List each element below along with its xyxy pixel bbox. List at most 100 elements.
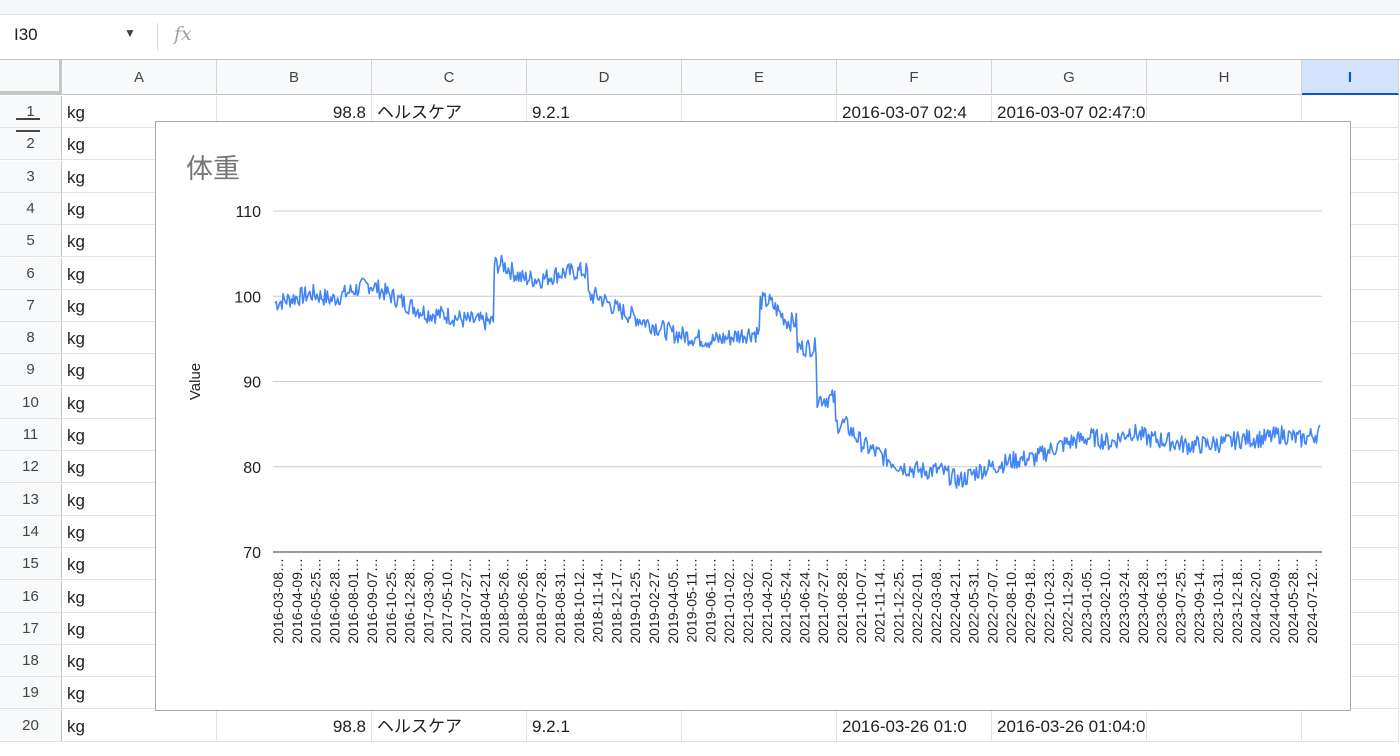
x-tick-label: 2022-04-21…: [947, 558, 963, 644]
x-tick-label: 2022-11-29…: [1060, 558, 1076, 643]
row-header[interactable]: 13: [0, 483, 62, 516]
x-tick-label: 2019-04-05…: [665, 558, 681, 644]
freeze-handle-icon[interactable]: [16, 130, 40, 132]
x-tick-label: 2017-05-10…: [439, 558, 455, 644]
x-tick-label: 2022-09-18…: [1022, 558, 1038, 644]
cell-h[interactable]: [1147, 709, 1302, 742]
cell-a[interactable]: kg: [62, 709, 217, 742]
x-tick-label: 2018-04-21…: [477, 558, 493, 644]
x-tick-label: 2016-04-09…: [289, 558, 305, 644]
y-axis-label: Value: [187, 363, 204, 400]
row-header[interactable]: 4: [0, 192, 62, 225]
cell-g[interactable]: 2016-03-26 01:04:00 +0900: [992, 709, 1147, 742]
cell-i[interactable]: [1302, 709, 1399, 742]
x-tick-label: 2021-12-25…: [890, 558, 906, 644]
x-tick-label: 2023-09-14…: [1191, 558, 1207, 644]
x-tick-label: 2016-12-28…: [402, 558, 418, 644]
column-header-b[interactable]: B: [217, 60, 372, 95]
x-tick-label: 2023-07-25…: [1172, 558, 1188, 644]
column-header-h[interactable]: H: [1147, 60, 1302, 95]
y-tick-label: 80: [243, 460, 261, 477]
x-tick-label: 2018-05-26…: [496, 558, 512, 644]
x-tick-label: 2022-02-01…: [909, 558, 925, 644]
x-tick-label: 2018-08-31…: [552, 558, 568, 644]
row-header[interactable]: 17: [0, 612, 62, 645]
x-tick-label: 2022-03-08…: [928, 558, 944, 644]
name-box-dropdown-icon[interactable]: ▼: [124, 26, 136, 40]
x-tick-label: 2016-05-25…: [308, 558, 324, 644]
row-header[interactable]: 11: [0, 419, 62, 451]
x-tick-label: 2017-03-30…: [420, 558, 436, 644]
x-tick-label: 2022-08-10…: [1003, 558, 1019, 644]
row-header[interactable]: 3: [0, 160, 62, 193]
x-tick-label: 2018-11-14…: [590, 558, 606, 643]
x-tick-label: 2018-06-26…: [514, 558, 530, 644]
x-tick-label: 2019-01-25…: [627, 558, 643, 644]
row-header[interactable]: 18: [0, 645, 62, 678]
x-tick-label: 2016-06-28…: [326, 558, 342, 644]
row-header[interactable]: 9: [0, 354, 62, 387]
cell-e[interactable]: [682, 709, 837, 742]
x-tick-label: 2022-07-07…: [984, 558, 1000, 644]
y-tick-label: 90: [243, 375, 261, 392]
weight-line-chart[interactable]: 体重 70 80 90 100 110 Value 2016-03-08… 2016-04-0…: [155, 121, 1351, 711]
column-header-i[interactable]: I: [1302, 60, 1399, 95]
formula-bar: I30 ▼ fx: [0, 15, 1400, 60]
x-tick-label: 2017-07-27…: [458, 558, 474, 644]
cell-c[interactable]: ヘルスケア: [372, 709, 527, 742]
row-header[interactable]: 15: [0, 548, 62, 581]
column-header-a[interactable]: A: [62, 60, 217, 95]
series-line: [274, 254, 1321, 489]
row-header[interactable]: 20: [0, 709, 62, 742]
cell-b[interactable]: 98.8: [217, 709, 372, 742]
row-header[interactable]: 12: [0, 451, 62, 484]
y-tick-label: 70: [243, 545, 261, 562]
freeze-handle-icon[interactable]: [16, 118, 40, 120]
row-header[interactable]: 7: [0, 289, 62, 322]
x-tick-label: 2016-09-07…: [364, 558, 380, 644]
row-header[interactable]: 14: [0, 515, 62, 548]
x-tick-label: 2021-08-28…: [834, 558, 850, 644]
row-header[interactable]: 6: [0, 257, 62, 290]
x-tick-label: 2021-03-02…: [740, 558, 756, 644]
x-tick-label: 2016-03-08…: [270, 558, 286, 644]
x-tick-label: 2023-04-28…: [1135, 558, 1151, 644]
fx-icon: fx: [174, 23, 192, 45]
row-header[interactable]: 16: [0, 580, 62, 613]
row-header[interactable]: 8: [0, 322, 62, 355]
row-header[interactable]: 1: [0, 96, 62, 128]
x-tick-label: 2023-10-31…: [1210, 558, 1226, 644]
row-header[interactable]: 19: [0, 677, 62, 710]
column-header-c[interactable]: C: [372, 60, 527, 95]
x-tick-label: 2019-05-11…: [684, 558, 700, 643]
x-tick-label: 2024-02-20…: [1248, 558, 1264, 644]
column-header-d[interactable]: D: [527, 60, 682, 95]
x-tick-label: 2018-10-12…: [571, 558, 587, 644]
column-header-e[interactable]: E: [682, 60, 837, 95]
row-header[interactable]: 10: [0, 386, 62, 419]
x-tick-label: 2024-04-09…: [1266, 558, 1282, 644]
x-tick-label: 2019-02-27…: [646, 558, 662, 644]
y-tick-label: 100: [234, 289, 261, 306]
x-tick-label: 2023-02-10…: [1097, 558, 1113, 644]
cell-d[interactable]: 9.2.1: [527, 709, 682, 742]
row-header[interactable]: 2: [0, 128, 62, 161]
x-tick-label: 2023-03-24…: [1116, 558, 1132, 644]
x-tick-label: 2016-08-01…: [345, 558, 361, 644]
x-tick-label: 2021-05-24…: [778, 558, 794, 644]
x-tick-label: 2023-12-18…: [1229, 558, 1245, 644]
cell-f[interactable]: 2016-03-26 01:0: [837, 709, 992, 742]
x-tick-label: 2021-04-20…: [759, 558, 775, 644]
window-top-strip: [0, 0, 1400, 15]
x-tick-label: 2018-07-28…: [533, 558, 549, 644]
cell-a[interactable]: kg: [62, 96, 217, 128]
row-header[interactable]: 5: [0, 225, 62, 258]
column-header-f[interactable]: F: [837, 60, 992, 95]
formula-bar-divider: [157, 23, 158, 51]
x-tick-label: 2016-10-25…: [383, 558, 399, 644]
name-box[interactable]: I30: [14, 25, 38, 44]
column-header-g[interactable]: G: [992, 60, 1147, 95]
x-tick-label: 2021-07-27…: [815, 558, 831, 644]
select-all-corner[interactable]: [0, 60, 63, 95]
